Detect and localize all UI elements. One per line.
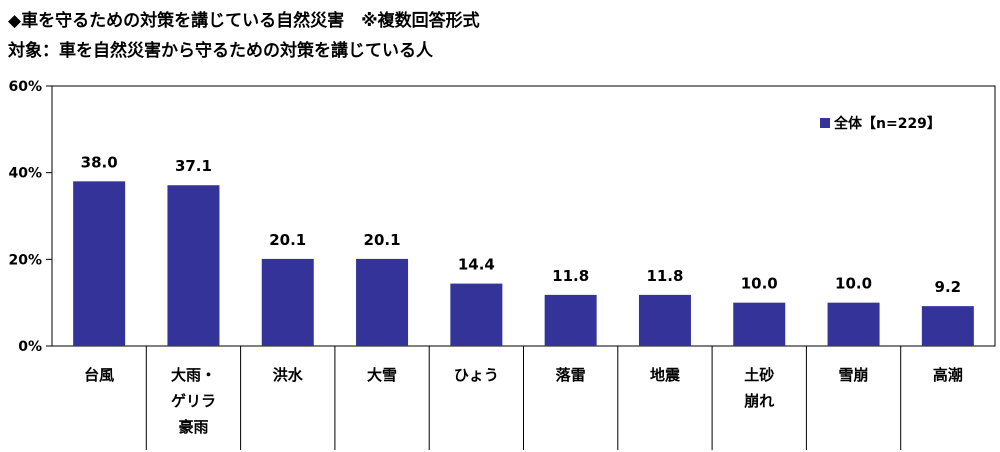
data-label: 20.1 <box>364 231 401 249</box>
category-label: ひょう <box>454 366 499 384</box>
data-label: 37.1 <box>175 157 212 175</box>
category-label: 洪水 <box>273 366 304 384</box>
bar <box>167 185 220 346</box>
bar <box>733 302 786 346</box>
category-label: 台風 <box>84 366 114 384</box>
chart-subtitle: 対象：車を自然災害から守るための対策を講じている人 <box>8 41 433 61</box>
legend-swatch <box>820 118 830 128</box>
category-label: 地震 <box>650 366 681 384</box>
category-label: 大雪 <box>367 366 397 384</box>
y-tick-label: 0% <box>18 339 42 355</box>
data-label: 9.2 <box>935 278 962 296</box>
data-label: 20.1 <box>269 231 306 249</box>
data-label: 14.4 <box>458 256 495 274</box>
bar <box>356 258 409 346</box>
bar <box>544 294 597 346</box>
data-label: 11.8 <box>552 267 589 285</box>
y-tick-label: 60% <box>8 79 42 95</box>
bar <box>450 283 503 346</box>
category-label: 落雷 <box>556 366 586 384</box>
data-label: 10.0 <box>835 275 872 293</box>
bar <box>638 294 691 346</box>
data-label: 10.0 <box>741 275 778 293</box>
y-tick-label: 20% <box>8 252 42 268</box>
chart-title: ◆車を守るための対策を講じている自然災害 ※複数回答形式 <box>8 11 480 31</box>
data-label: 38.0 <box>81 153 118 171</box>
bar <box>261 258 314 346</box>
category-label: 雪崩 <box>839 366 869 384</box>
bar <box>73 181 126 346</box>
bar <box>827 302 880 346</box>
category-label: 土砂崩れ <box>744 366 774 410</box>
category-label: 大雨・ゲリラ豪雨 <box>171 366 216 436</box>
category-label: 高潮 <box>933 366 963 384</box>
bar <box>921 306 974 346</box>
legend-label: 全体【n=229】 <box>833 115 941 132</box>
data-label: 11.8 <box>646 267 683 285</box>
y-tick-label: 40% <box>8 166 42 182</box>
